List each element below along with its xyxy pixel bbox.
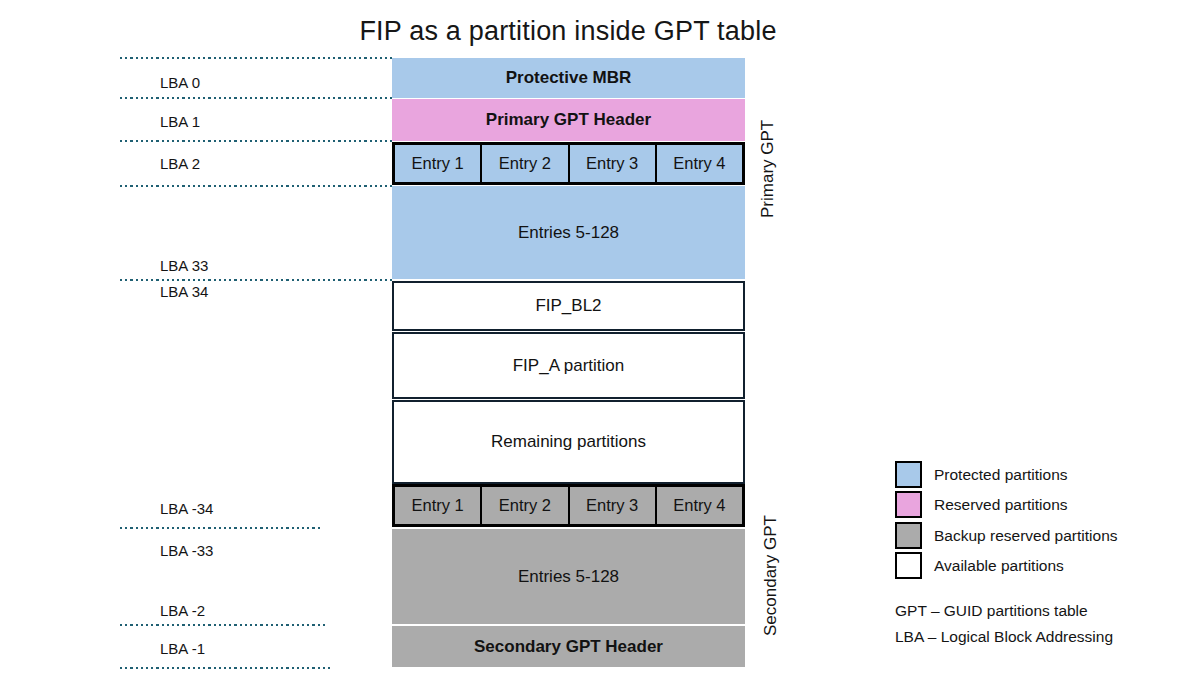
legend-label: Protected partitions [934, 466, 1068, 484]
primary-entry-row: Entry 1 Entry 2 Entry 3 Entry 4 [392, 142, 745, 185]
dotted-separator [120, 527, 322, 529]
block-fip-bl2: FIP_BL2 [392, 281, 745, 331]
primary-entry-1: Entry 1 [393, 143, 482, 184]
lba-label-2: LBA 2 [160, 155, 200, 172]
legend-label: Reserved partitions [934, 496, 1068, 514]
primary-entry-4: Entry 4 [655, 143, 744, 184]
lba-label-neg2: LBA -2 [160, 602, 205, 619]
protected-swatch [895, 461, 922, 488]
dotted-separator [120, 667, 330, 669]
secondary-gpt-side-label: Secondary GPT [755, 484, 787, 667]
dotted-separator [120, 279, 392, 281]
legend-item-reserved: Reserved partitions [895, 491, 1068, 518]
footnote-gpt: GPT – GUID partitions table [895, 602, 1088, 620]
lba-label-34: LBA 34 [160, 283, 208, 300]
secondary-entry-1: Entry 1 [393, 485, 482, 526]
dotted-separator [120, 624, 328, 626]
block-primary-entries-5-128: Entries 5-128 [392, 186, 745, 279]
available-swatch [895, 552, 922, 579]
block-remaining-partitions: Remaining partitions [392, 400, 745, 484]
block-primary-gpt-header: Primary GPT Header [392, 99, 745, 141]
reserved-swatch [895, 491, 922, 518]
dotted-separator [120, 97, 392, 99]
legend-item-backup: Backup reserved partitions [895, 522, 1118, 549]
footnote-lba: LBA – Logical Block Addressing [895, 628, 1113, 646]
legend-item-available: Available partitions [895, 552, 1064, 579]
secondary-entry-2: Entry 2 [480, 485, 569, 526]
block-protective-mbr: Protective MBR [392, 58, 745, 98]
block-fip-a-partition: FIP_A partition [392, 332, 745, 399]
lba-label-neg1: LBA -1 [160, 640, 205, 657]
primary-gpt-side-label: Primary GPT [752, 58, 784, 280]
legend-label: Available partitions [934, 557, 1064, 575]
backup-swatch [895, 522, 922, 549]
fip-gpt-diagram: FIP as a partition inside GPT table LBA … [0, 0, 1182, 674]
block-secondary-entries-5-128: Entries 5-128 [392, 529, 745, 624]
dotted-separator [120, 57, 392, 59]
secondary-entry-4: Entry 4 [655, 485, 744, 526]
secondary-entry-3: Entry 3 [568, 485, 657, 526]
dotted-separator [120, 140, 392, 142]
dotted-separator [120, 185, 392, 187]
lba-label-0: LBA 0 [160, 74, 200, 91]
lba-label-1: LBA 1 [160, 113, 200, 130]
primary-entry-2: Entry 2 [480, 143, 569, 184]
lba-label-33: LBA 33 [160, 257, 208, 274]
lba-label-neg34: LBA -34 [160, 500, 213, 517]
legend-item-protected: Protected partitions [895, 461, 1068, 488]
block-secondary-gpt-header: Secondary GPT Header [392, 626, 745, 667]
lba-label-neg33: LBA -33 [160, 542, 213, 559]
page-title: FIP as a partition inside GPT table [0, 16, 1136, 47]
legend-label: Backup reserved partitions [934, 527, 1118, 545]
secondary-entry-row: Entry 1 Entry 2 Entry 3 Entry 4 [392, 484, 745, 527]
primary-entry-3: Entry 3 [568, 143, 657, 184]
